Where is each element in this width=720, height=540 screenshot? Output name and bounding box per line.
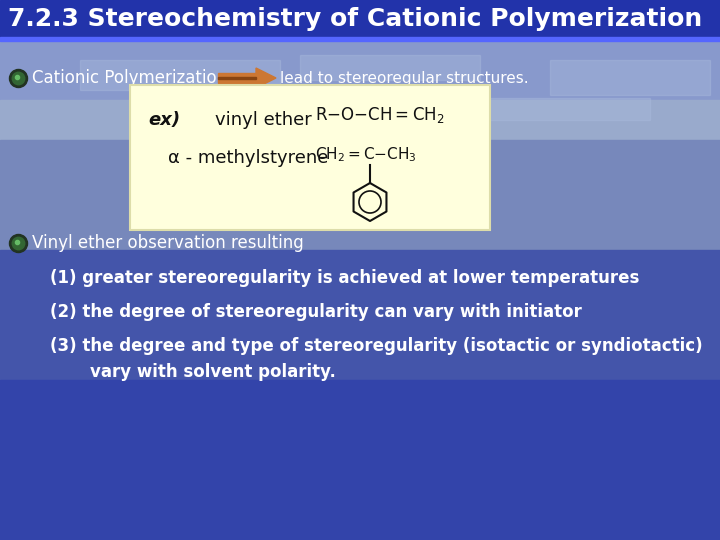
Text: 7.2.3 Stereochemistry of Cationic Polymerization: 7.2.3 Stereochemistry of Cationic Polyme… xyxy=(8,7,702,31)
Bar xyxy=(0,380,720,540)
Text: CH$_2$$\mathregular{=}$C$\mathregular{-}$CH$_3$: CH$_2$$\mathregular{=}$C$\mathregular{-}… xyxy=(315,146,417,164)
Text: (3) the degree and type of stereoregularity (isotactic or syndiotactic): (3) the degree and type of stereoregular… xyxy=(50,337,703,355)
Text: α - methylstyrene: α - methylstyrene xyxy=(168,149,328,167)
Bar xyxy=(0,37,720,41)
Bar xyxy=(80,60,280,90)
Bar xyxy=(0,250,720,390)
Text: ex): ex) xyxy=(148,111,180,129)
Text: vary with solvent polarity.: vary with solvent polarity. xyxy=(90,363,336,381)
Text: (1) greater stereoregularity is achieved at lower temperatures: (1) greater stereoregularity is achieved… xyxy=(50,269,639,287)
Text: lead to stereoregular structures.: lead to stereoregular structures. xyxy=(280,71,528,85)
Bar xyxy=(0,0,720,110)
Text: Cationic Polymerization: Cationic Polymerization xyxy=(32,69,227,87)
Text: vinyl ether: vinyl ether xyxy=(215,111,312,129)
Bar xyxy=(218,73,256,83)
Bar xyxy=(0,140,720,260)
Bar xyxy=(450,98,650,120)
Bar xyxy=(0,0,720,38)
Text: R$\mathregular{-}$O$\mathregular{-}$CH$\mathregular{=}$CH$_2$: R$\mathregular{-}$O$\mathregular{-}$CH$\… xyxy=(315,105,444,125)
Bar xyxy=(150,105,390,125)
Bar xyxy=(218,77,256,79)
Bar xyxy=(300,55,480,80)
FancyBboxPatch shape xyxy=(130,85,490,230)
Text: (2) the degree of stereoregularity can vary with initiator: (2) the degree of stereoregularity can v… xyxy=(50,303,582,321)
Text: Vinyl ether observation resulting: Vinyl ether observation resulting xyxy=(32,234,304,252)
Bar xyxy=(0,100,720,150)
Polygon shape xyxy=(256,68,276,88)
Bar xyxy=(550,60,710,95)
